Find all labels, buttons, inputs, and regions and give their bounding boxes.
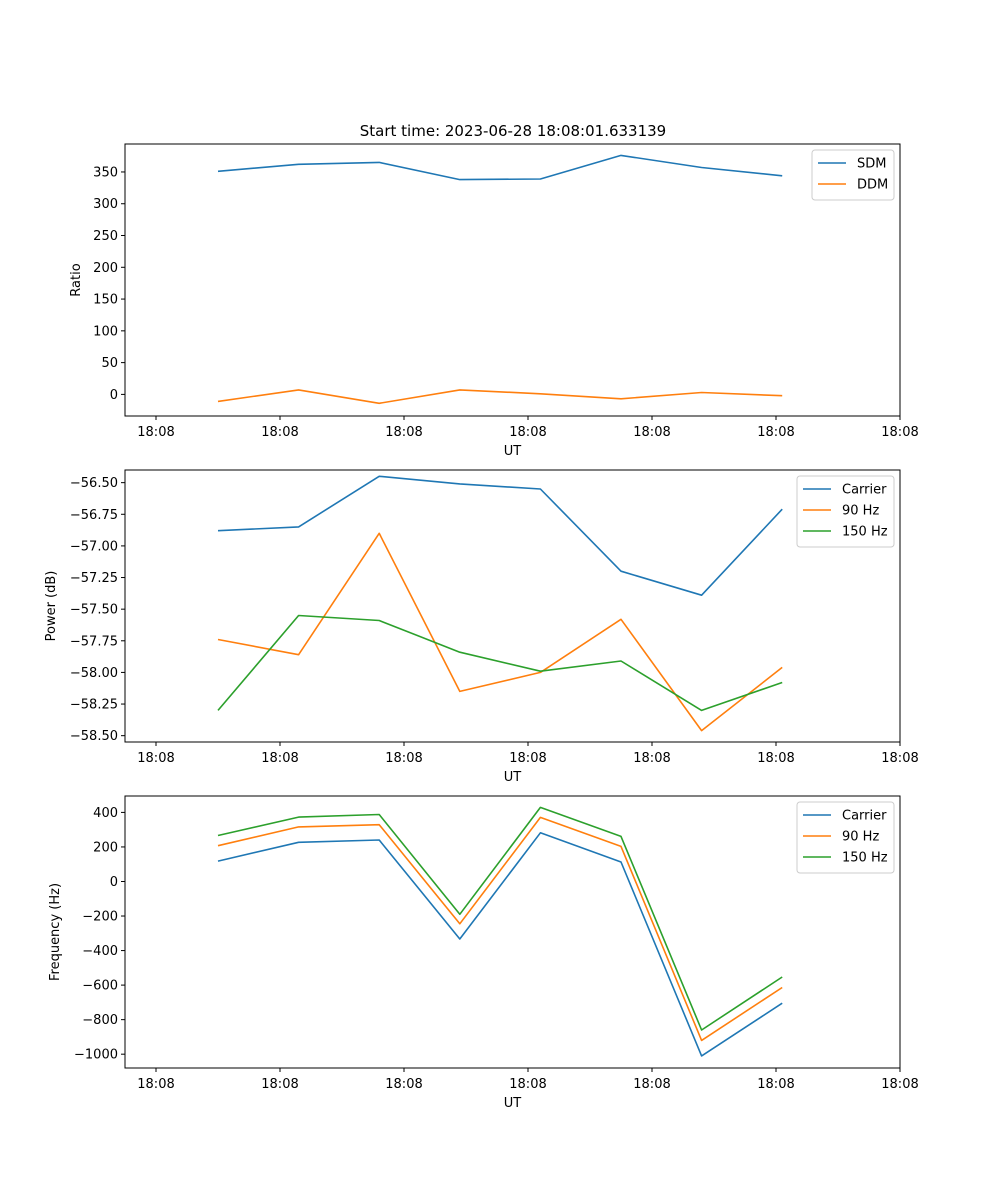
x-tick-label: 18:08 [881,751,918,766]
x-tick-label: 18:08 [633,425,670,440]
legend-entry: SDM [857,157,886,172]
y-tick-label: 250 [93,229,118,244]
series-line-carrier [217,831,783,1057]
legend-entry: 150 Hz [842,525,888,540]
legend-box [796,475,895,548]
x-tick-label: 18:08 [509,1077,546,1092]
legend-entry: 150 Hz [842,851,888,866]
chart-panel-2: −58.50 −58.25 −58.00 −57.75 −57.50 −57.25 −57.… [44,469,919,785]
x-tick-label: 18:08 [509,751,546,766]
plot-frame [124,469,901,743]
x-tick-label: 18:08 [261,751,298,766]
y-axis-label: Ratio [69,263,84,296]
y-tick-label: −56.75 [70,508,118,523]
y-tick-label: −57.75 [70,634,118,649]
y-tick-label: 200 [93,840,118,855]
y-tick-label: −57.50 [70,603,118,618]
chart-panel-3: −1000 −800 −600 −400 −200 0 200 400 18:08 18:08 18… [48,795,919,1111]
y-tick-label: 200 [93,261,118,276]
x-tick-label: 18:08 [509,425,546,440]
y-tick-label: −58.00 [70,666,118,681]
plot-frame [124,795,901,1069]
y-tick-label: 0 [110,875,118,890]
legend: Carrier 90 Hz 150 Hz [796,475,895,548]
y-tick-label: 0 [110,388,118,403]
x-axis-label: UT [504,1096,522,1111]
y-tick-label: −1000 [74,1048,118,1063]
x-tick-label: 18:08 [757,751,794,766]
y-tick-label: 400 [93,806,118,821]
x-tick-label: 18:08 [881,425,918,440]
x-tick-label: 18:08 [385,751,422,766]
y-axis-label: Power (dB) [44,571,59,642]
series-line-90-hz [217,816,783,1042]
y-tick-label: −57.25 [70,571,118,586]
series-line-150-hz [217,806,783,1031]
x-tick-label: 18:08 [385,1077,422,1092]
x-tick-label: 18:08 [385,425,422,440]
x-tick-label: 18:08 [261,425,298,440]
legend-entry: Carrier [842,483,887,498]
x-tick-label: 18:08 [633,1077,670,1092]
y-tick-label: −400 [82,944,118,959]
plot-frame [124,143,901,417]
y-tick-label: −58.50 [70,729,118,744]
x-tick-label: 18:08 [137,751,174,766]
legend-entry: Carrier [842,809,887,824]
y-tick-label: −57.00 [70,539,118,554]
chart-title: Start time: 2023-06-28 18:08:01.633139 [360,122,666,140]
series-line-90-hz [217,532,783,732]
y-tick-label: −56.50 [70,476,118,491]
x-tick-label: 18:08 [633,751,670,766]
y-tick-label: −600 [82,979,118,994]
legend-entry: DDM [857,178,888,193]
legend: SDM DDM [811,149,895,201]
chart-panel-1: 0 50 100 150 200 250 300 350 18:08 18:08 18:08 18:0… [69,143,919,459]
x-tick-label: 18:08 [261,1077,298,1092]
legend-box [796,801,895,874]
series-line-ddm [217,389,783,405]
y-tick-label: 100 [93,324,118,339]
x-tick-label: 18:08 [757,425,794,440]
series-line-sdm [217,154,783,181]
y-axis-label: Frequency (Hz) [48,883,63,981]
x-axis-label: UT [504,770,522,785]
y-tick-label: 150 [93,293,118,308]
x-axis-label: UT [504,444,522,459]
y-tick-label: −200 [82,910,118,925]
y-tick-label: −800 [82,1013,118,1028]
series-line-150-hz [217,614,783,712]
legend-entry: 90 Hz [842,830,879,845]
x-tick-label: 18:08 [137,1077,174,1092]
series-line-carrier [217,475,783,597]
y-tick-label: 350 [93,165,118,180]
x-tick-label: 18:08 [881,1077,918,1092]
y-tick-label: −58.25 [70,698,118,713]
legend-entry: 90 Hz [842,504,879,519]
x-tick-label: 18:08 [757,1077,794,1092]
legend: Carrier 90 Hz 150 Hz [796,801,895,874]
y-tick-label: 50 [101,356,118,371]
x-tick-label: 18:08 [137,425,174,440]
y-tick-label: 300 [93,197,118,212]
